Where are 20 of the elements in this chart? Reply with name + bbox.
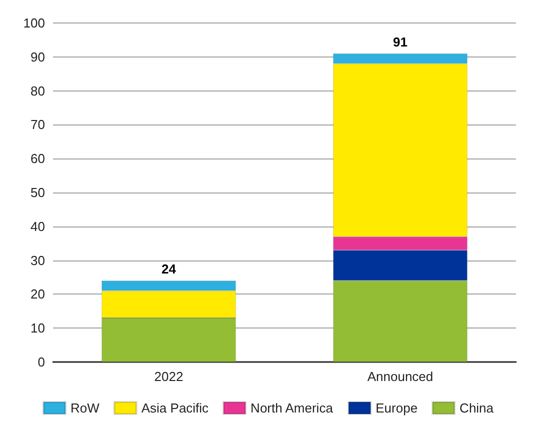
legend-label: Europe bbox=[376, 400, 418, 416]
y-tick-label: 20 bbox=[30, 286, 45, 302]
y-tick-label: 0 bbox=[38, 354, 45, 370]
y-tick-label: 90 bbox=[30, 49, 45, 64]
legend-label: RoW bbox=[70, 400, 100, 416]
total-label: 24 bbox=[162, 262, 177, 277]
y-tick-label: 10 bbox=[30, 320, 45, 336]
total-label: 91 bbox=[393, 34, 408, 50]
y-tick-label: 30 bbox=[30, 252, 45, 268]
y-tick-label: 50 bbox=[30, 185, 45, 200]
y-tick-label: 60 bbox=[30, 151, 45, 166]
legend-label: North America bbox=[250, 400, 334, 416]
y-tick-label: 100 bbox=[23, 16, 45, 30]
legend-label: Asia Pacific bbox=[141, 400, 210, 416]
y-tick-label: 80 bbox=[30, 83, 45, 98]
y-tick-label: 40 bbox=[30, 218, 45, 234]
x-tick-label: 2022 bbox=[154, 369, 184, 384]
y-tick-label: 70 bbox=[30, 117, 45, 132]
x-tick-label: Announced bbox=[367, 369, 434, 384]
legend-label: China bbox=[460, 400, 494, 416]
